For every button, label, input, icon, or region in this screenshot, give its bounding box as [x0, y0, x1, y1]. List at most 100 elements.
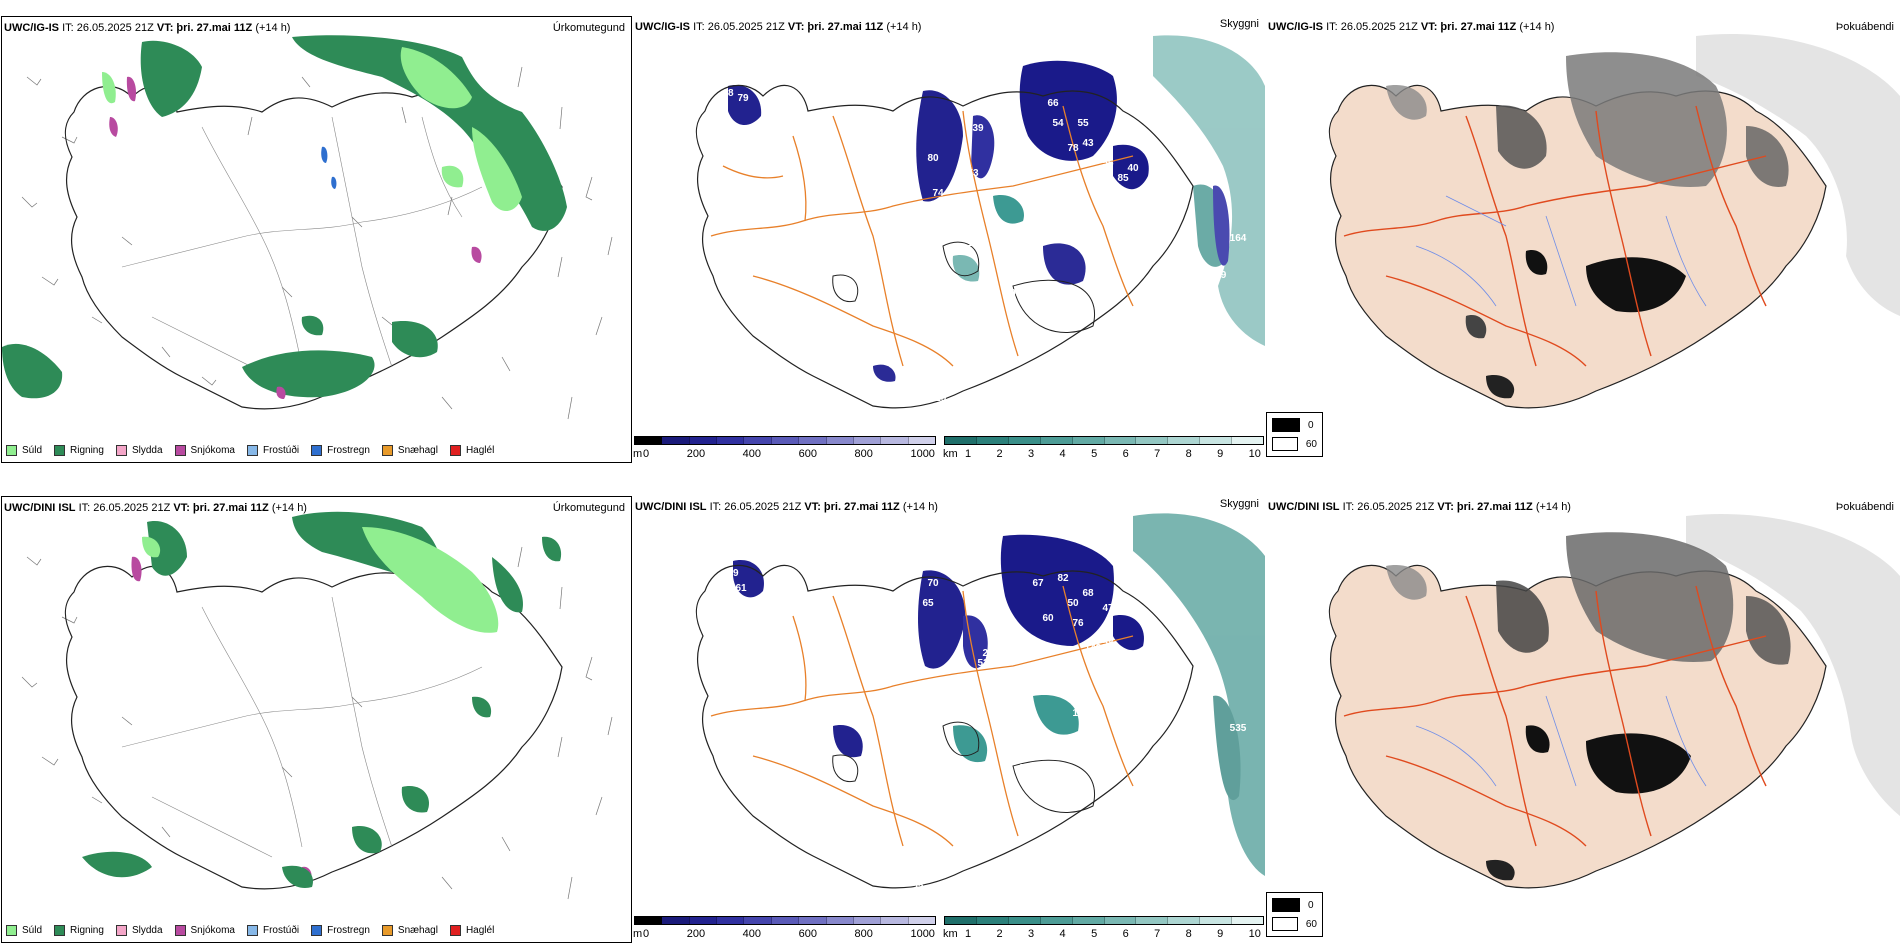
cloudbase-scale-row1: m 0 200 400 600 800 1000: [633, 436, 938, 466]
tick-label: 800: [854, 928, 873, 940]
fog-grey-patches-row2: [1386, 532, 1791, 881]
roads-cloud-row2: [710, 585, 1134, 847]
precip-legend-item: Snjókoma: [174, 444, 235, 456]
precip-legend-row2: Súld Rigning Slydda Snjókoma Frostúði Frostre…: [6, 922, 494, 938]
cloud-value-label: 52: [977, 658, 989, 669]
cloud-value-label: 63: [1137, 658, 1149, 669]
valid-prefix: VT:: [1420, 21, 1438, 33]
fog-panel-row1: UWC/IG-IS IT: 26.05.2025 21Z VT: þri. 27…: [1266, 16, 1900, 463]
colorbar-step: [1232, 917, 1264, 924]
cloud-value-label: 78: [1147, 673, 1159, 684]
cloudbase-colorbar: [634, 916, 936, 925]
colorbar-step: [744, 917, 772, 924]
precip-legend-item: Snæhagl: [381, 924, 438, 936]
cloud-value-label: 65: [1042, 298, 1054, 309]
model-label: UWC/IG-IS: [4, 22, 59, 34]
fog-map-row2: [1328, 514, 1900, 889]
visibility-unit: km: [943, 928, 958, 940]
valid-prefix: VT:: [156, 22, 174, 34]
cloud-value-label: 55: [1077, 118, 1089, 129]
field-title-precip-row2: Úrkomutegund: [552, 502, 625, 514]
valid-prefix: VT:: [173, 502, 190, 514]
precip-map-row2: [21, 511, 613, 900]
colorbar-step: [1040, 917, 1073, 924]
cloud-value-label: 40: [1127, 163, 1139, 174]
precip-legend-item: Slydda: [115, 444, 163, 456]
fog-legend-swatch: [1272, 917, 1298, 931]
cloud-value-label: 76: [1072, 618, 1084, 629]
tick-label: 1000: [910, 928, 935, 940]
visibility-scale-row2: km 1 2 3 4 5 6 7 8 9 10: [943, 916, 1265, 946]
cloud-value-label: 80: [927, 153, 939, 164]
cloudbase-unit: m: [633, 928, 643, 940]
model-label: UWC/DINI ISL: [4, 502, 76, 514]
precip-field-row2: [82, 511, 562, 888]
cloud-value-label: 65: [922, 598, 934, 609]
tick-label: 7: [1154, 928, 1161, 940]
tick-label: 4: [1059, 928, 1066, 940]
cloud-value-label: 78: [1067, 143, 1079, 154]
colorbar-step: [717, 917, 745, 924]
cloud-value-label: 49: [962, 193, 974, 204]
cloud-panel-row2: 79 61 70 65 22 52 67 82 68 50 60 76 47 58 142 63 78 85 15 2…: [633, 496, 1265, 943]
colorbar-step: [1136, 437, 1169, 444]
cloud-value-label: 66: [1047, 98, 1059, 109]
roads-row2: [121, 596, 483, 858]
visibility-ticks: 1 2 3 4 5 6 7 8 9 10: [965, 928, 1261, 940]
init-time: IT: 26.05.2025 21Z: [78, 502, 171, 514]
valid-time: þri. 27.mai 11Z: [1456, 501, 1533, 513]
fog-legend-label: 60: [1305, 918, 1317, 930]
cloud-value-label: 15: [1072, 708, 1084, 719]
rivers-fog-row2: [1415, 695, 1707, 787]
legend-label: Frostúði: [262, 924, 300, 936]
cloud-value-label: 67: [1032, 578, 1044, 589]
glacier-outlines-row2: [832, 721, 1095, 813]
cloud-panel-row1: 68 79 9 80 74 49 53 39 66 54 55 43 78 56 85 40 57 45 10 24 9…: [633, 16, 1265, 463]
model-label: UWC/IG-IS: [1268, 21, 1323, 33]
valid-time: þri. 27.mai 11Z: [192, 502, 269, 514]
cloud-value-label: 50: [1067, 598, 1079, 609]
field-title-cloud-row2: Skyggni: [1219, 498, 1259, 510]
legend-swatch: [174, 924, 186, 936]
tick-label: 3: [1028, 448, 1035, 460]
colorbar-step: [771, 437, 800, 444]
panel-title-precip-row1: UWC/IG-IS IT: 26.05.2025 21Z VT: þri. 27…: [4, 22, 290, 34]
tick-label: 10: [1248, 928, 1261, 940]
fog-map-row1: [1328, 34, 1900, 409]
tick-label: 2: [996, 928, 1003, 940]
fog-panel-row2: UWC/DINI ISL IT: 26.05.2025 21Z VT: þri.…: [1266, 496, 1900, 943]
tick-label: 200: [686, 448, 706, 460]
cloud-value-label: 54: [1052, 118, 1064, 129]
cloudbase-colorbar: [634, 436, 936, 445]
tick-label: 0: [643, 928, 650, 940]
model-label: UWC/IG-IS: [635, 21, 690, 33]
fog-legend-row1: 0 60: [1266, 412, 1323, 457]
init-time: IT: 26.05.2025 21Z: [693, 21, 785, 33]
colorbar-step: [1104, 437, 1137, 444]
field-title-precip-row1: Úrkomutegund: [552, 22, 625, 34]
cloud-value-label: 524: [1020, 763, 1037, 774]
tick-label: 600: [798, 448, 817, 460]
legend-swatch: [54, 444, 66, 456]
colorbar-step: [1168, 917, 1201, 924]
legend-label: Frostregn: [327, 444, 370, 456]
legend-swatch: [381, 924, 393, 936]
colorbar-step: [771, 917, 800, 924]
legend-label: Snæhagl: [397, 924, 438, 936]
cloud-value-label: 23: [1032, 293, 1044, 304]
fog-offshore-row1: [1696, 34, 1900, 316]
roads-fog-row2: [1343, 585, 1767, 847]
tick-label: 5: [1091, 928, 1098, 940]
valid-time: þri. 27.mai 11Z: [1440, 21, 1517, 33]
legend-label: Slydda: [131, 924, 163, 936]
tick-label: 9: [1217, 448, 1224, 460]
iceland-coastline-cloud-row1: [695, 84, 1194, 409]
precip-map-row1: [2, 35, 613, 420]
cloud-value-label: 53: [967, 168, 979, 179]
lead-time: (+14 h): [1519, 21, 1555, 33]
cloud-value-label: 24: [1082, 213, 1094, 224]
visibility-colorbar: [944, 436, 1264, 445]
legend-swatch: [54, 924, 66, 936]
fog-offshore-row2: [1686, 514, 1900, 816]
